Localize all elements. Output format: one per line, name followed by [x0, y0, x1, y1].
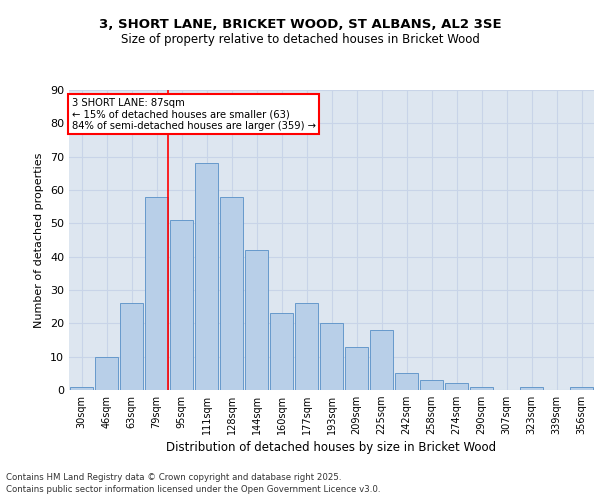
- Text: Contains public sector information licensed under the Open Government Licence v3: Contains public sector information licen…: [6, 485, 380, 494]
- Bar: [145, 196, 168, 390]
- Bar: [370, 330, 393, 390]
- Y-axis label: Number of detached properties: Number of detached properties: [34, 152, 44, 328]
- Bar: [320, 324, 343, 390]
- Text: Size of property relative to detached houses in Bricket Wood: Size of property relative to detached ho…: [121, 32, 479, 46]
- Bar: [470, 386, 493, 390]
- Bar: [220, 196, 243, 390]
- Bar: [345, 346, 368, 390]
- Bar: [395, 374, 418, 390]
- Bar: [70, 386, 93, 390]
- Bar: [170, 220, 193, 390]
- Bar: [570, 386, 593, 390]
- Bar: [95, 356, 118, 390]
- Bar: [445, 384, 468, 390]
- Bar: [120, 304, 143, 390]
- Bar: [270, 314, 293, 390]
- Bar: [295, 304, 318, 390]
- Bar: [420, 380, 443, 390]
- X-axis label: Distribution of detached houses by size in Bricket Wood: Distribution of detached houses by size …: [166, 442, 497, 454]
- Text: 3, SHORT LANE, BRICKET WOOD, ST ALBANS, AL2 3SE: 3, SHORT LANE, BRICKET WOOD, ST ALBANS, …: [98, 18, 502, 30]
- Bar: [520, 386, 543, 390]
- Bar: [245, 250, 268, 390]
- Text: 3 SHORT LANE: 87sqm
← 15% of detached houses are smaller (63)
84% of semi-detach: 3 SHORT LANE: 87sqm ← 15% of detached ho…: [71, 98, 316, 130]
- Bar: [195, 164, 218, 390]
- Text: Contains HM Land Registry data © Crown copyright and database right 2025.: Contains HM Land Registry data © Crown c…: [6, 472, 341, 482]
